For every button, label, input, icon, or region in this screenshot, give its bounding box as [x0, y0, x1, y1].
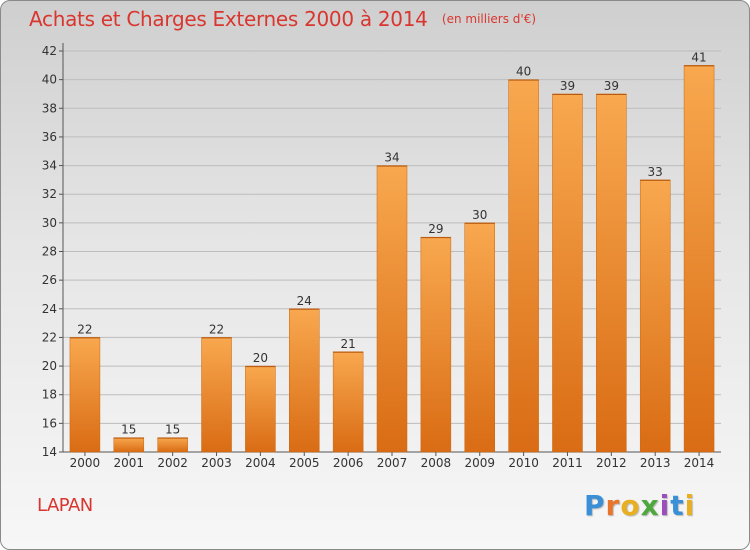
x-tick-label: 2000 [70, 456, 101, 470]
x-tick-label: 2008 [421, 456, 452, 470]
y-tick-label: 32 [42, 187, 57, 201]
y-tick-label: 22 [42, 330, 57, 344]
logo-letter: P [584, 489, 606, 522]
bar-value-label: 22 [209, 322, 224, 336]
bar [639, 179, 671, 453]
logo-letter: x [640, 489, 660, 522]
y-tick-label: 30 [42, 216, 57, 230]
bar-value-label: 30 [472, 208, 487, 222]
chart-title: Achats et Charges Externes 2000 à 2014 (… [29, 7, 536, 31]
x-tick-label: 2005 [289, 456, 320, 470]
x-tick-label: 2001 [114, 456, 145, 470]
bar [157, 437, 188, 453]
bar-value-label: 21 [340, 337, 355, 351]
y-tick-label: 20 [42, 359, 57, 373]
y-tick-label: 28 [42, 245, 57, 259]
logo-letter: o [620, 489, 641, 522]
y-tick-label: 42 [42, 44, 57, 58]
y-tick-label: 16 [42, 416, 57, 430]
chart-title-text: Achats et Charges Externes 2000 à 2014 [29, 7, 428, 31]
bar [464, 222, 495, 453]
bar [113, 437, 145, 453]
y-tick-label: 26 [42, 273, 57, 287]
bar-value-label: 34 [384, 151, 399, 165]
y-tick-label: 34 [42, 159, 57, 173]
logo-letter: i [684, 489, 696, 522]
bar [376, 165, 408, 453]
y-tick-label: 24 [42, 302, 57, 316]
bar [332, 351, 364, 453]
x-tick-label: 2004 [245, 456, 276, 470]
x-tick-label: 2002 [157, 456, 188, 470]
bar-value-label: 39 [604, 79, 619, 93]
bar [508, 79, 539, 453]
bar-value-label: 40 [516, 65, 531, 79]
bar [420, 236, 452, 453]
y-tick-label: 36 [42, 130, 57, 144]
x-tick-label: 2014 [684, 456, 715, 470]
bars [69, 65, 715, 453]
data-labels: 22 15 15 22 20 24 21 34 29 30 40 39 39 33 41 [77, 50, 706, 436]
logo-letter: i [659, 489, 671, 522]
bar [289, 308, 320, 453]
bar-value-label: 22 [77, 322, 92, 336]
x-tick-label: 2009 [464, 456, 495, 470]
x-tick-label: 2007 [377, 456, 408, 470]
logo-letter: r [605, 489, 621, 522]
x-tick-label: 2011 [552, 456, 583, 470]
bar-value-label: 15 [165, 423, 180, 437]
y-tick-label: 40 [42, 73, 57, 87]
bar-value-label: 15 [121, 423, 136, 437]
bar [69, 337, 101, 453]
bar-value-label: 41 [691, 50, 706, 64]
x-tick-label: 2006 [333, 456, 364, 470]
bar [245, 365, 276, 453]
bar [201, 337, 232, 453]
y-tick-label: 38 [42, 101, 57, 115]
x-tick-label: 2012 [596, 456, 627, 470]
bar [552, 93, 583, 453]
bar-value-label: 24 [297, 294, 312, 308]
bar [596, 93, 627, 453]
x-tick-label: 2003 [201, 456, 232, 470]
bar-value-label: 33 [648, 165, 663, 179]
y-tick-label: 18 [42, 388, 57, 402]
proxiti-logo: Proxiti [584, 489, 695, 522]
chart-unit-label: (en milliers d'€) [441, 12, 537, 26]
x-tick-label: 2013 [640, 456, 671, 470]
commune-name: LAPAN [37, 495, 93, 516]
bar-value-label: 20 [253, 351, 268, 365]
bar-value-label: 39 [560, 79, 575, 93]
bar [683, 65, 715, 453]
y-tick-label: 14 [42, 445, 57, 459]
logo-letter: t [670, 489, 685, 522]
bar-value-label: 29 [428, 222, 443, 236]
x-tick-label: 2010 [508, 456, 539, 470]
